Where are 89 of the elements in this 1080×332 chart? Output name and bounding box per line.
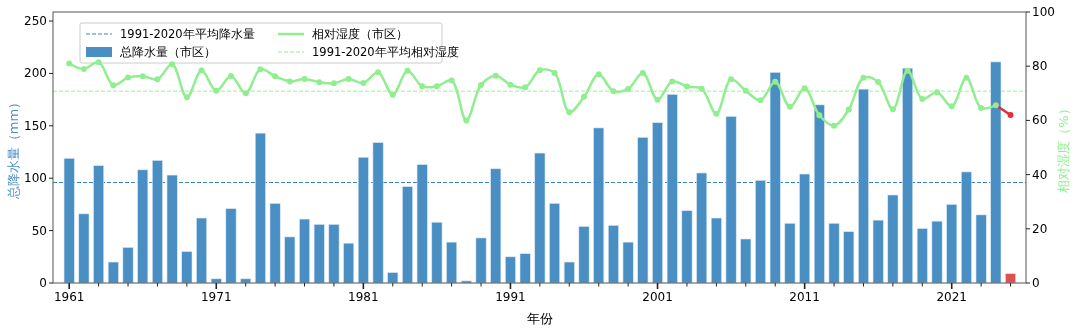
x-tick-label: 2001	[642, 290, 673, 304]
bar	[858, 88, 869, 284]
bar	[755, 180, 766, 284]
bar	[387, 272, 399, 284]
bar	[107, 261, 119, 284]
x-tick-label: 1991	[495, 290, 526, 304]
bar	[196, 217, 208, 284]
bar	[505, 256, 516, 284]
bar	[813, 104, 825, 284]
bar	[990, 61, 1002, 284]
bar	[284, 236, 296, 284]
y-tick-label: 250	[24, 14, 47, 29]
bar	[931, 220, 943, 284]
bar	[431, 221, 443, 284]
bar	[887, 194, 899, 284]
bar	[137, 169, 149, 284]
bar	[63, 157, 75, 284]
y-tick-label: 50	[31, 223, 47, 238]
bar	[372, 142, 384, 284]
legend-label: 总降水量（市区）	[119, 45, 216, 59]
legend-label: 1991-2020年平均降水量	[120, 27, 255, 41]
y2-tick-label: 60	[1032, 113, 1048, 128]
bar	[343, 242, 355, 284]
y-tick-label: 200	[24, 66, 47, 81]
bar	[946, 204, 958, 284]
x-axis-title: 年份	[526, 311, 553, 326]
bar	[313, 224, 325, 284]
y2-tick-label: 100	[1032, 5, 1055, 19]
bar	[769, 72, 781, 284]
bar	[872, 219, 884, 284]
bar	[254, 132, 266, 284]
bar	[210, 278, 222, 284]
bar	[843, 231, 855, 284]
bar	[578, 226, 590, 284]
bar	[622, 241, 634, 284]
legend-label: 相对湿度（市区）	[312, 27, 408, 41]
bar	[725, 116, 737, 284]
bar	[696, 172, 708, 284]
x-tick-label: 2021	[936, 290, 967, 304]
bar	[269, 203, 281, 284]
x-tick-label: 1961	[53, 290, 85, 304]
y-axis-title: 总降水量（mm）	[6, 95, 21, 201]
bar	[784, 222, 796, 284]
bar	[519, 253, 531, 284]
bar	[607, 225, 619, 284]
bar	[1005, 273, 1017, 284]
bar	[593, 127, 605, 284]
bar	[475, 237, 487, 284]
bar	[740, 238, 752, 284]
x-tick-label: 2011	[789, 290, 820, 304]
y2-tick-label: 80	[1032, 59, 1048, 74]
bar	[710, 217, 722, 284]
bar	[534, 152, 546, 284]
bar	[122, 247, 134, 284]
x-tick-label: 1971	[201, 290, 232, 304]
bar	[666, 94, 678, 284]
bar	[960, 171, 972, 284]
bar	[490, 168, 502, 284]
y-tick-label: 150	[24, 118, 47, 133]
bar	[652, 122, 663, 284]
bar	[299, 218, 310, 284]
bar	[828, 222, 840, 284]
y2-tick-label: 40	[1032, 167, 1048, 182]
bar	[166, 174, 178, 284]
bar	[549, 203, 561, 284]
bar	[93, 165, 105, 284]
y2-tick-label: 20	[1032, 221, 1048, 236]
bar	[902, 67, 914, 284]
bar	[328, 224, 340, 284]
legend-label: 1991-2020年平均相对湿度	[312, 45, 459, 59]
bar	[402, 186, 413, 284]
y2-tick-label: 0	[1032, 276, 1040, 290]
bar	[975, 214, 987, 284]
bar	[181, 251, 193, 284]
bar	[151, 160, 163, 284]
bar	[563, 261, 575, 284]
y-tick-label: 0	[39, 276, 47, 290]
bar	[799, 173, 811, 284]
bar	[446, 241, 458, 284]
bar	[225, 208, 237, 284]
y2-axis-title: 相对湿度（%）	[1056, 102, 1071, 193]
y-tick-label: 100	[24, 171, 47, 186]
x-tick-label: 1981	[348, 290, 379, 304]
bar	[916, 228, 928, 284]
bar	[416, 164, 428, 284]
bar	[637, 137, 649, 284]
bar	[78, 213, 90, 284]
bar	[357, 156, 369, 284]
bar	[681, 210, 693, 284]
